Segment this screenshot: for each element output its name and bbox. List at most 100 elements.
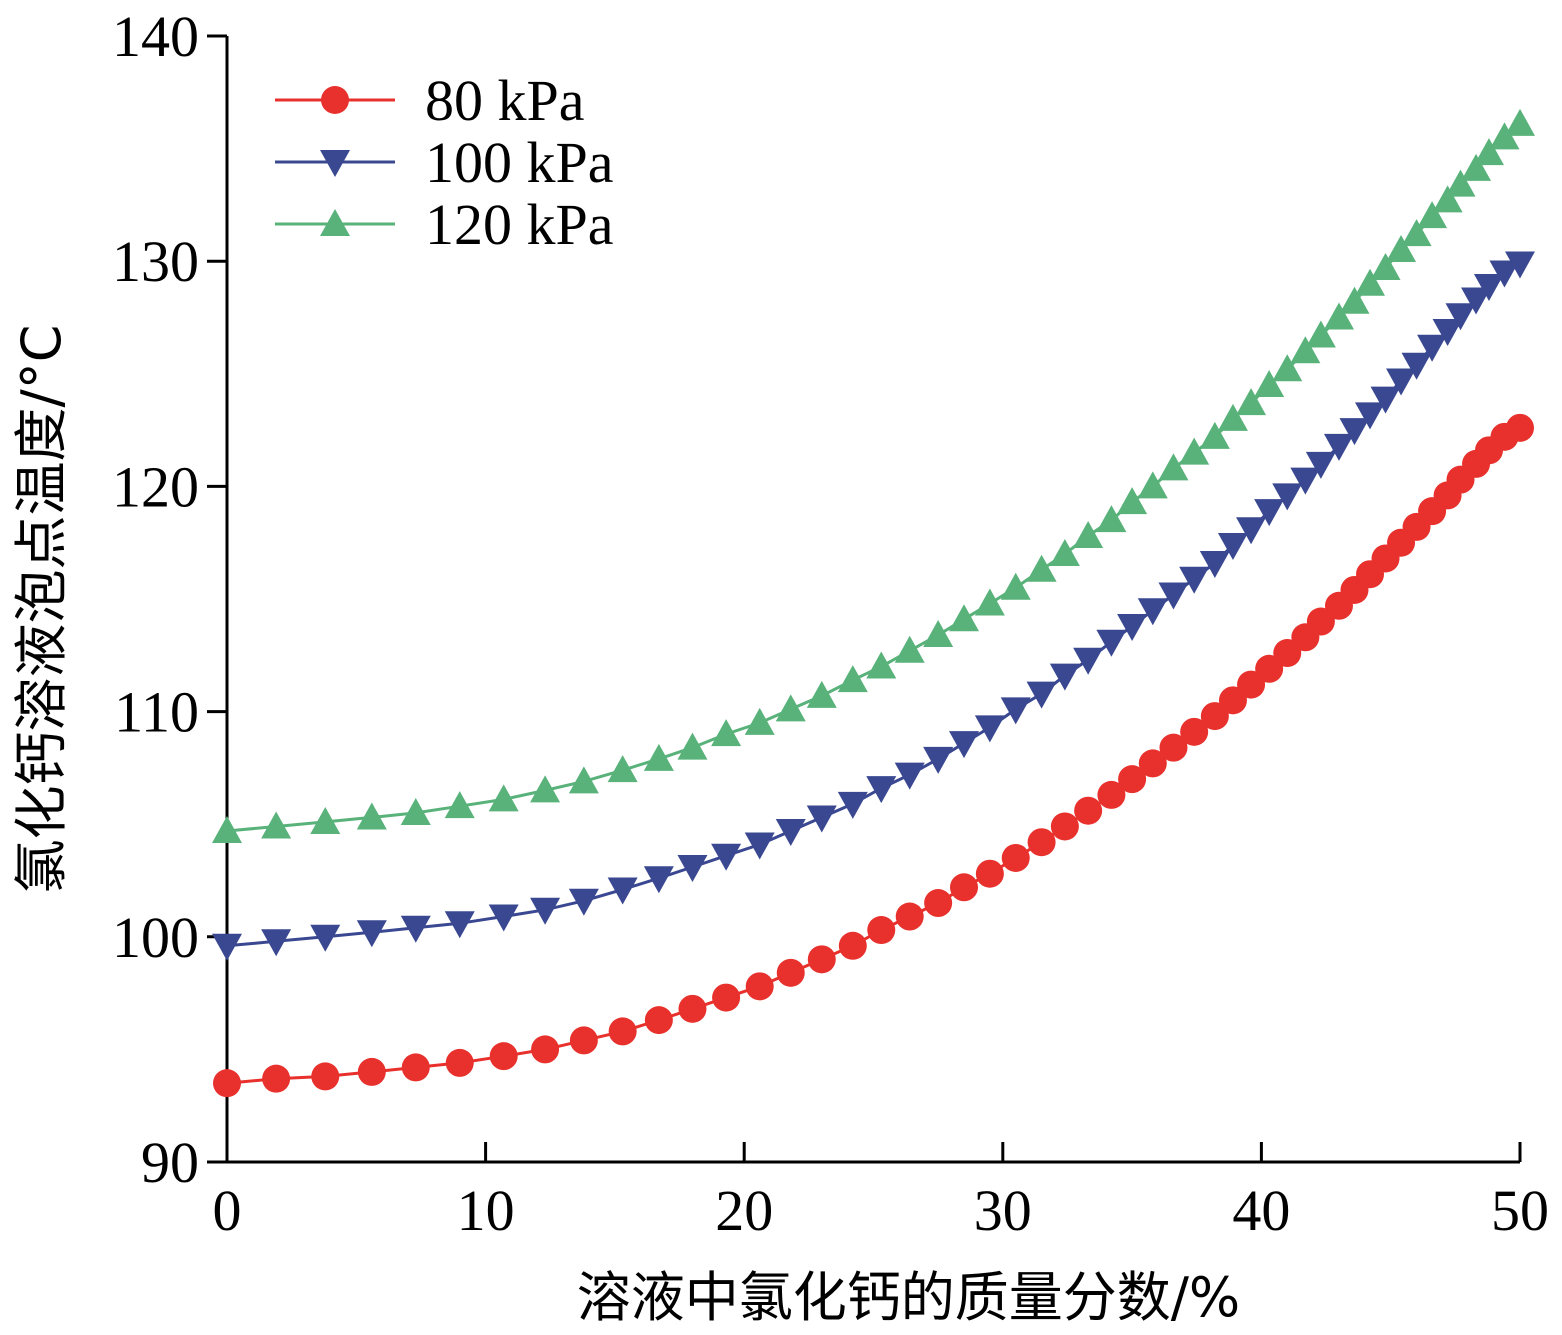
x-axis-title: 溶液中氯化钙的质量分数/%: [577, 1266, 1241, 1329]
data-point: [1026, 554, 1057, 582]
legend-swatch-marker: [320, 209, 350, 236]
series-0: [213, 413, 1534, 1098]
data-point: [1159, 733, 1188, 762]
data-point: [1049, 663, 1080, 691]
legend-swatch-marker: [321, 86, 349, 114]
data-point: [1505, 251, 1535, 279]
data-point: [838, 931, 867, 960]
data-point: [1096, 629, 1127, 657]
y-tick-label: 120: [112, 454, 199, 519]
data-point: [1236, 517, 1267, 545]
data-point: [356, 920, 387, 948]
x-tick-label: 50: [1491, 1178, 1549, 1243]
data-point: [1049, 538, 1080, 566]
data-point: [262, 1064, 291, 1093]
data-point: [1489, 260, 1520, 288]
data-point: [1118, 765, 1147, 794]
data-point: [678, 994, 707, 1023]
data-point: [744, 707, 775, 735]
data-point: [444, 791, 475, 819]
data-point: [1000, 572, 1031, 600]
data-point: [1273, 639, 1302, 668]
data-point: [1290, 336, 1321, 364]
data-point: [923, 746, 954, 774]
data-point: [711, 719, 742, 747]
data-point: [1027, 828, 1056, 857]
data-point: [1432, 185, 1463, 213]
data-point: [1074, 796, 1103, 825]
data-point: [1199, 550, 1230, 578]
y-tick-label: 130: [112, 229, 199, 294]
data-point: [1137, 471, 1168, 499]
data-point: [1200, 702, 1229, 731]
series-line: [226, 426, 1521, 1085]
data-point: [775, 694, 806, 722]
data-point: [1417, 334, 1448, 362]
x-tick-label: 20: [715, 1178, 773, 1243]
data-point: [1489, 122, 1520, 150]
data-point: [607, 877, 638, 905]
data-point: [310, 924, 341, 952]
data-point: [1272, 354, 1303, 382]
data-point: [745, 972, 774, 1001]
data-point: [569, 1026, 598, 1055]
data-point: [644, 1006, 673, 1035]
data-point: [1218, 686, 1247, 715]
data-point: [401, 1053, 430, 1082]
legend-label: 100 kPa: [425, 130, 614, 195]
data-point: [1386, 234, 1417, 262]
data-point: [643, 866, 674, 894]
data-point: [530, 775, 561, 803]
data-point: [1237, 670, 1266, 699]
data-point: [974, 588, 1005, 616]
data-point: [807, 945, 836, 974]
data-point: [837, 791, 868, 819]
data-point: [677, 854, 708, 882]
data-point: [608, 1017, 637, 1046]
x-tick-label: 0: [213, 1178, 242, 1243]
data-point: [1001, 843, 1030, 872]
data-point: [1370, 252, 1401, 280]
y-tick-label: 90: [141, 1130, 199, 1195]
legend-label: 80 kPa: [425, 68, 585, 133]
data-point: [894, 762, 925, 790]
series-line: [226, 122, 1521, 833]
data-point: [1386, 368, 1417, 396]
data-point: [1158, 582, 1189, 610]
data-point: [1117, 614, 1148, 642]
data-point: [1179, 566, 1210, 594]
data-point: [1138, 749, 1167, 778]
data-point: [1473, 138, 1504, 166]
data-point: [712, 983, 741, 1012]
data-point: [1158, 453, 1189, 481]
x-tick-label: 40: [1232, 1178, 1290, 1243]
legend-item: 80 kPa: [275, 68, 585, 133]
data-point: [1461, 153, 1492, 181]
data-point: [776, 958, 805, 987]
series-2: [212, 108, 1535, 843]
data-point: [711, 843, 742, 871]
data-point: [866, 651, 897, 679]
data-point: [1217, 403, 1248, 431]
data-point: [1339, 418, 1370, 446]
data-point: [643, 743, 674, 771]
data-point: [924, 889, 953, 918]
data-point: [1355, 402, 1386, 430]
series-layer: [212, 108, 1535, 1098]
data-point: [212, 933, 242, 961]
data-point: [1255, 654, 1284, 683]
data-point: [806, 680, 837, 708]
data-point: [1505, 108, 1535, 136]
y-axis-title: 氯化钙溶液泡点温度/°C: [10, 325, 73, 894]
data-point: [949, 731, 980, 759]
data-point: [1097, 780, 1126, 809]
data-point: [1217, 532, 1248, 560]
data-point: [310, 806, 341, 834]
data-point: [1339, 286, 1370, 314]
x-tick-label: 30: [974, 1178, 1032, 1243]
legend-label: 120 kPa: [425, 192, 614, 257]
data-point: [895, 902, 924, 931]
data-point: [744, 832, 775, 860]
data-point: [1073, 647, 1104, 675]
data-point: [950, 873, 979, 902]
